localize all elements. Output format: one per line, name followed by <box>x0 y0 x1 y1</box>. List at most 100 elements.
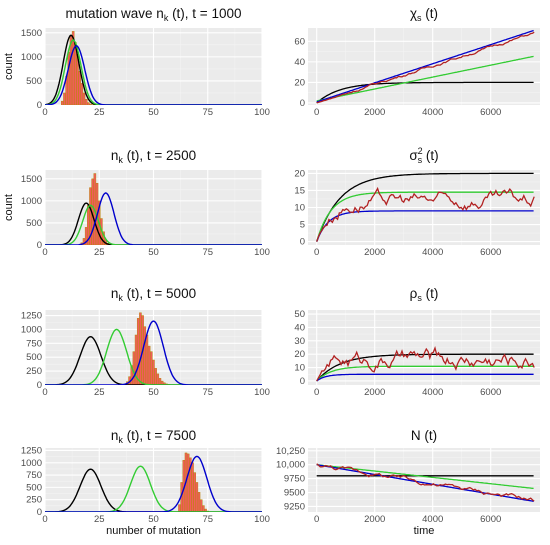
x-tick-label: 2000 <box>364 247 385 258</box>
x-tick-label: 0 <box>42 514 47 525</box>
panel-p8: 0 2000 4000 6000 9250 9500 9750 10,000 10,250 N (… <box>276 428 540 537</box>
histogram-bar <box>84 98 88 105</box>
plot-area <box>316 29 535 104</box>
x-tick-label: 4000 <box>422 107 443 118</box>
x-tick-label: 0 <box>42 247 47 258</box>
x-tick-label: 75 <box>202 514 213 525</box>
series-line <box>316 172 534 242</box>
panel-title: N (t) <box>411 428 437 443</box>
x-tick-label: 4000 <box>422 387 443 398</box>
histogram-bar <box>78 71 81 105</box>
histogram-bar <box>197 492 201 512</box>
histogram-bar <box>89 103 92 105</box>
x-tick-label: 50 <box>148 107 159 118</box>
y-tick-label: 10,250 <box>276 446 305 457</box>
x-tick-label: 75 <box>202 247 213 258</box>
x-tick-label: 100 <box>254 247 270 258</box>
y-tick-label: 500 <box>26 482 42 493</box>
density-curve <box>45 39 262 105</box>
panel-title: σ2 s (t) <box>409 146 438 165</box>
y-tick-label: 750 <box>26 338 42 349</box>
series-line <box>316 29 534 103</box>
series-line <box>316 31 535 104</box>
x-tick-label: 6000 <box>480 107 501 118</box>
x-axis-label: time <box>414 525 435 537</box>
x-tick-label: 2000 <box>364 107 385 118</box>
density-curve <box>45 192 262 245</box>
x-tick-label: 0 <box>314 514 319 525</box>
x-tick-label: 50 <box>148 247 159 258</box>
y-tick-label: 1500 <box>21 174 42 185</box>
panel-title: nk (t), t = 5000 <box>111 286 196 303</box>
density-curve <box>45 45 262 105</box>
density-curve <box>45 34 262 105</box>
x-tick-label: 75 <box>202 387 213 398</box>
density-curve <box>45 465 262 512</box>
plot-area <box>45 312 262 385</box>
panel-title: nk (t), t = 7500 <box>111 428 196 445</box>
y-tick-label: 1250 <box>21 311 42 322</box>
series-line <box>316 365 534 382</box>
y-tick-label: 1000 <box>21 196 42 207</box>
y-tick-label: 20 <box>294 77 305 88</box>
y-tick-label: 10,000 <box>276 460 305 471</box>
series-line <box>316 463 535 502</box>
series-line <box>316 464 534 502</box>
y-tick-label: 9750 <box>284 474 305 485</box>
y-tick-label: 10 <box>294 363 305 374</box>
series-line <box>316 186 535 242</box>
histogram-bar <box>82 92 86 105</box>
x-tick-label: 100 <box>254 514 270 525</box>
panel-p4: 0 2000 4000 6000 0 5 10 15 20 σ2 s (t) <box>294 146 540 258</box>
x-tick-label: 2000 <box>364 514 385 525</box>
histogram-bar <box>63 92 66 105</box>
y-tick-label: 10 <box>294 203 305 214</box>
y-tick-label: 750 <box>26 470 42 481</box>
histogram-bar <box>139 312 142 385</box>
x-tick-label: 0 <box>314 387 319 398</box>
density-curve <box>45 335 262 385</box>
histogram-bar <box>87 102 90 105</box>
y-tick-label: 0 <box>37 100 42 111</box>
y-tick-label: 20 <box>294 349 305 360</box>
plot-area <box>45 173 262 245</box>
histogram-bar <box>158 378 162 385</box>
histogram-bar <box>71 31 75 105</box>
histogram-bar <box>61 100 64 105</box>
y-tick-label: 1250 <box>21 445 42 456</box>
panel-title: nk (t), t = 2500 <box>111 148 196 165</box>
x-tick-label: 6000 <box>480 247 501 258</box>
y-tick-label: 0 <box>300 98 305 109</box>
y-tick-label: 40 <box>294 57 305 68</box>
histogram-bar <box>143 326 147 385</box>
histogram-bar <box>202 505 205 512</box>
plot-area <box>45 31 262 105</box>
y-tick-label: 60 <box>294 36 305 47</box>
x-tick-label: 0 <box>314 107 319 118</box>
histogram-bar <box>145 334 149 385</box>
y-tick-label: 250 <box>26 366 42 377</box>
series-line <box>316 55 534 102</box>
y-tick-label: 0 <box>300 376 305 387</box>
series-line <box>316 373 534 382</box>
x-tick-label: 6000 <box>480 387 501 398</box>
histogram-bar <box>152 359 155 385</box>
series-line <box>316 81 534 104</box>
y-tick-label: 250 <box>26 495 42 506</box>
plot-area <box>316 172 535 242</box>
y-tick-label: 9250 <box>284 501 305 512</box>
panel-title: ρs (t) <box>410 286 439 303</box>
y-tick-label: 15 <box>294 185 305 196</box>
x-tick-label: 100 <box>254 387 270 398</box>
y-tick-label: 1000 <box>21 324 42 335</box>
y-tick-label: 20 <box>294 168 305 179</box>
y-tick-label: 0 <box>37 380 42 391</box>
density-curve <box>45 455 262 512</box>
histogram-bar <box>186 453 190 512</box>
y-tick-label: 0 <box>37 507 42 518</box>
x-tick-label: 0 <box>42 107 47 118</box>
